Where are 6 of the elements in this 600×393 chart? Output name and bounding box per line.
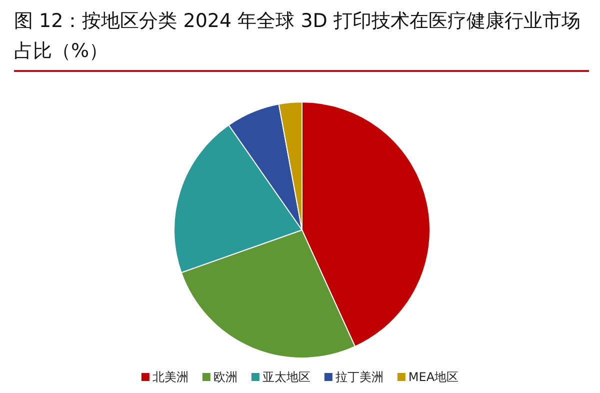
legend-label: 欧洲 (213, 370, 238, 384)
legend-label: 亚太地区 (262, 370, 310, 384)
chart-title: 图 12：按地区分类 2024 年全球 3D 打印技术在医疗健康行业市场占比（%） (14, 6, 589, 72)
legend-label: MEA地区 (408, 370, 459, 384)
legend-label: 北美洲 (152, 370, 188, 384)
legend-label: 拉丁美洲 (335, 370, 384, 384)
